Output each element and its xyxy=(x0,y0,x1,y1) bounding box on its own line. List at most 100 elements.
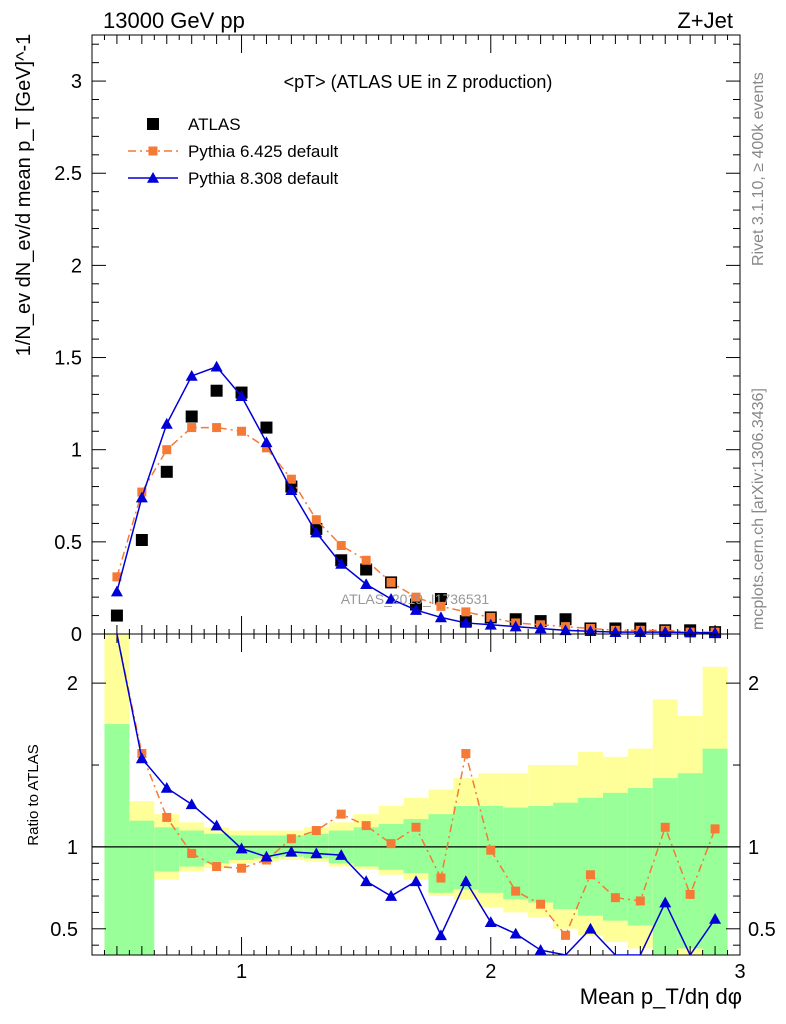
rivet-label: Rivet 3.1.10, ≥ 400k events xyxy=(750,72,767,266)
data-point xyxy=(385,890,398,901)
data-point xyxy=(310,526,323,538)
data-point xyxy=(360,563,373,576)
data-point xyxy=(710,824,720,834)
data-point xyxy=(336,809,346,819)
data-point xyxy=(135,752,148,764)
y-tick-label: 2 xyxy=(71,255,82,277)
ratio-panel: 1 2 30.5 0.51 12 2 xyxy=(50,633,776,983)
data-point xyxy=(509,927,522,939)
data-point xyxy=(311,826,321,836)
band-green xyxy=(528,805,554,903)
data-point xyxy=(386,577,396,587)
ratio-y-tick-label: 0.5 xyxy=(50,919,78,941)
data-point xyxy=(162,812,172,822)
ratio-series-2 xyxy=(116,634,722,955)
data-point xyxy=(237,863,247,873)
data-point xyxy=(436,873,446,883)
data-point xyxy=(285,484,298,496)
data-point xyxy=(536,899,546,909)
data-point xyxy=(385,592,398,604)
data-point xyxy=(584,625,597,637)
data-point xyxy=(261,443,271,453)
ratio-y-axis-title: Ratio to ATLAS xyxy=(25,744,42,845)
data-point xyxy=(335,557,348,569)
legend: ATLAS Pythia 6.425 default Pythia 8.308 de… xyxy=(128,115,339,188)
data-point xyxy=(709,912,722,924)
data-point xyxy=(112,572,122,582)
data-point xyxy=(659,896,672,908)
data-point xyxy=(509,620,522,632)
y-tick-label: 0 xyxy=(71,624,82,646)
data-point xyxy=(185,369,198,381)
data-point xyxy=(187,848,197,858)
data-point xyxy=(162,445,172,455)
data-point xyxy=(684,626,697,638)
legend-label: Pythia 8.308 default xyxy=(188,169,339,188)
data-point xyxy=(148,146,158,156)
data-point xyxy=(237,426,247,436)
data-point xyxy=(361,555,371,565)
data-point xyxy=(286,474,296,484)
data-point xyxy=(235,390,248,402)
data-point xyxy=(486,845,496,855)
data-point xyxy=(260,850,273,862)
data-point xyxy=(135,534,148,547)
ratio-y-tick-label-right: 2 xyxy=(748,673,759,695)
ratio-y-tick-label: 2 xyxy=(67,673,78,695)
data-point xyxy=(285,845,298,857)
data-point xyxy=(335,849,348,860)
band-green xyxy=(677,773,703,949)
data-point xyxy=(434,929,447,941)
data-point xyxy=(185,798,198,810)
data-point xyxy=(436,601,446,611)
plot-title: <pT> (ATLAS UE in Z production) xyxy=(284,72,553,92)
data-point xyxy=(187,423,197,433)
data-point xyxy=(660,822,670,832)
data-point xyxy=(110,585,123,597)
y-tick-label: 0.5 xyxy=(54,532,82,554)
data-point xyxy=(260,436,273,448)
data-point xyxy=(461,607,471,617)
data-point xyxy=(434,611,447,623)
data-point xyxy=(210,360,223,372)
data-point xyxy=(410,604,422,615)
data-point xyxy=(210,384,223,397)
band-green xyxy=(578,797,603,916)
data-point xyxy=(459,875,472,887)
band-green xyxy=(652,778,678,955)
band-green xyxy=(179,830,205,867)
x-tick-label: 3 xyxy=(734,961,745,983)
data-point xyxy=(635,896,645,906)
band-green xyxy=(154,827,180,872)
data-point xyxy=(709,626,722,638)
data-point xyxy=(584,922,597,934)
data-point xyxy=(361,821,371,831)
data-point xyxy=(511,886,521,896)
data-point xyxy=(610,893,620,903)
data-point xyxy=(410,875,422,887)
ratio-y-tick-label: 1 xyxy=(67,837,78,859)
y-tick-label: 1.5 xyxy=(54,348,82,370)
data-point xyxy=(212,862,222,872)
data-point xyxy=(559,624,572,636)
data-point xyxy=(160,781,173,793)
ratio-y-tick-label-right: 0.5 xyxy=(748,919,776,941)
data-point xyxy=(311,515,321,525)
data-point xyxy=(110,609,123,622)
y-axis-title: 1/N_ev dN_ev/d mean p_T [GeV]^-1 xyxy=(13,34,35,357)
data-point xyxy=(486,612,496,622)
legend-label: ATLAS xyxy=(188,115,241,134)
data-point xyxy=(210,819,223,831)
data-point xyxy=(235,842,248,854)
band-green xyxy=(553,802,578,910)
data-point xyxy=(360,875,373,887)
band-green xyxy=(104,724,130,955)
data-point xyxy=(411,592,421,602)
ratio-y-tick-label-right: 1 xyxy=(748,837,759,859)
data-point xyxy=(185,410,198,423)
data-point xyxy=(484,916,497,928)
data-point xyxy=(411,822,421,832)
data-point xyxy=(484,618,497,630)
data-point xyxy=(286,834,296,844)
